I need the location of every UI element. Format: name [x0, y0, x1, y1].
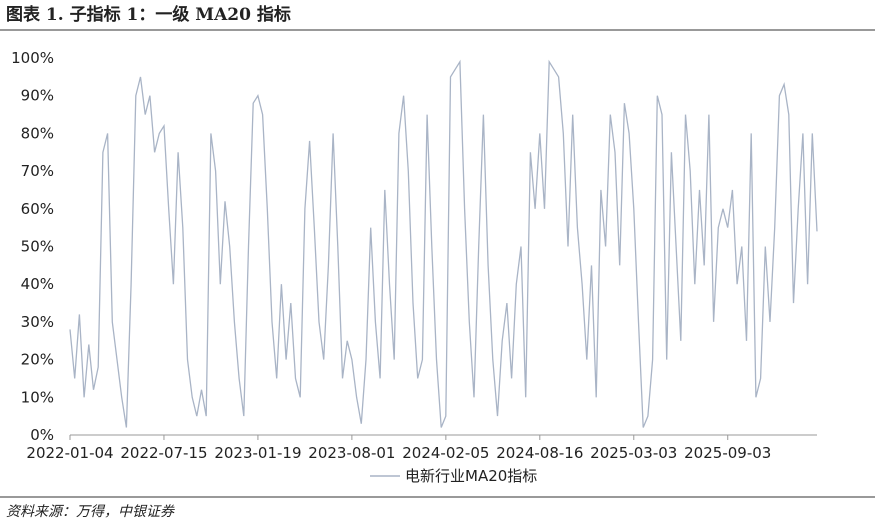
- y-tick-label: 70%: [21, 162, 54, 180]
- x-tick-label: 2023-01-19: [214, 444, 301, 462]
- x-tick-label: 2024-02-05: [402, 444, 489, 462]
- y-tick-label: 40%: [21, 275, 54, 293]
- y-tick-label: 60%: [21, 200, 54, 218]
- chart-title: 图表 1. 子指标 1：一级 MA20 指标: [6, 4, 291, 25]
- legend-label: 电新行业MA20指标: [405, 467, 537, 485]
- y-tick-label: 0%: [30, 426, 54, 444]
- x-tick-label: 2022-01-04: [26, 444, 113, 462]
- line-series: [69, 59, 818, 428]
- x-tick-label: 2024-08-16: [496, 444, 583, 462]
- y-tick-label: 100%: [11, 49, 54, 67]
- y-tick-label: 90%: [21, 87, 54, 105]
- y-tick-label: 50%: [21, 238, 54, 256]
- source: 资料来源：万得，中银证券: [6, 504, 175, 520]
- y-tick-label: 80%: [21, 124, 54, 142]
- y-tick-label: 20%: [21, 351, 54, 369]
- x-tick-label: 2023-08-01: [308, 444, 395, 462]
- x-tick-label: 2025-09-03: [684, 444, 771, 462]
- x-tick-label: 2025-03-03: [590, 444, 677, 462]
- x-tick-label: 2022-07-15: [120, 444, 207, 462]
- y-tick-label: 10%: [21, 388, 54, 406]
- y-tick-label: 30%: [21, 313, 54, 331]
